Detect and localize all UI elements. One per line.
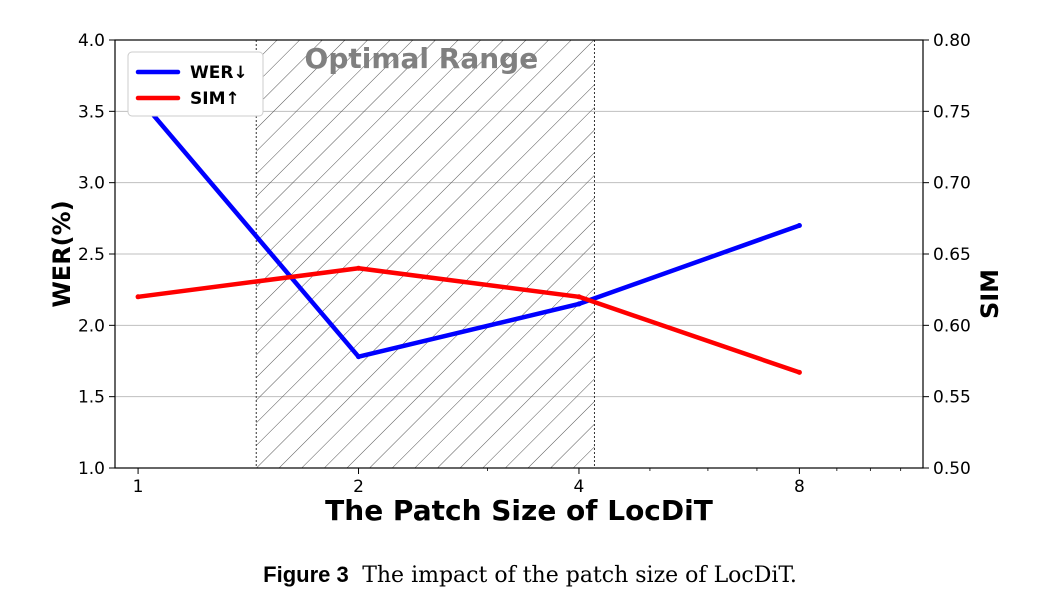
data-point-sim-1 (135, 294, 141, 300)
x-tick-label: 4 (574, 477, 585, 497)
left-tick-label: 1.5 (78, 388, 105, 408)
series-line-wer (135, 94, 802, 359)
left-tick-label: 3.0 (78, 174, 105, 194)
data-point-wer-8 (796, 222, 802, 228)
x-tick-label: 1 (133, 477, 144, 497)
x-axis-title: The Patch Size of LocDiT (325, 494, 713, 527)
data-point-sim-4 (576, 294, 582, 300)
optimal-range-region: Optimal Range (255, 40, 595, 468)
axes: 1.0 1.5 2.0 2.5 3.0 3.5 4.0 0.50 0.55 0.60 0.65 0.7… (48, 31, 1004, 527)
caption-label: Figure 3 (263, 562, 349, 587)
left-tick-label: 2.0 (78, 316, 105, 336)
right-tick-label: 0.75 (933, 102, 971, 122)
data-point-sim-2 (356, 265, 362, 271)
series-line-sim (135, 266, 802, 375)
left-tick-label: 2.5 (78, 245, 105, 265)
figure-caption: Figure 3 The impact of the patch size of… (0, 562, 1060, 588)
dual-axis-line-chart: Optimal Range 1.0 1.5 2.0 2.5 3.0 3.5 4.0 0.50 0… (48, 31, 1004, 527)
left-tick-label: 1.0 (78, 459, 105, 479)
right-tick-label: 0.60 (933, 316, 971, 336)
right-tick-label: 0.50 (933, 459, 971, 479)
x-tick-label: 2 (353, 477, 364, 497)
data-point-wer-4 (576, 301, 582, 307)
data-point-sim-8 (796, 369, 802, 375)
optimal-range-hatch (256, 40, 595, 468)
legend-label-sim: SIM↑ (190, 89, 240, 109)
x-tick-label: 8 (794, 477, 805, 497)
right-tick-label: 0.70 (933, 174, 971, 194)
data-point-wer-2 (356, 354, 362, 360)
legend-label-wer: WER↓ (190, 63, 248, 83)
left-axis-title: WER(%) (48, 200, 76, 307)
series-lines (135, 94, 802, 375)
optimal-range-label: Optimal Range (305, 42, 539, 75)
left-tick-label: 4.0 (78, 31, 105, 51)
legend: WER↓ SIM↑ (127, 51, 264, 117)
right-tick-label: 0.65 (933, 245, 971, 265)
right-tick-label: 0.55 (933, 388, 971, 408)
left-tick-label: 3.5 (78, 102, 105, 122)
right-tick-label: 0.80 (933, 31, 971, 51)
right-axis-title: SIM (976, 269, 1004, 319)
caption-text: The impact of the patch size of LocDiT. (362, 563, 797, 588)
